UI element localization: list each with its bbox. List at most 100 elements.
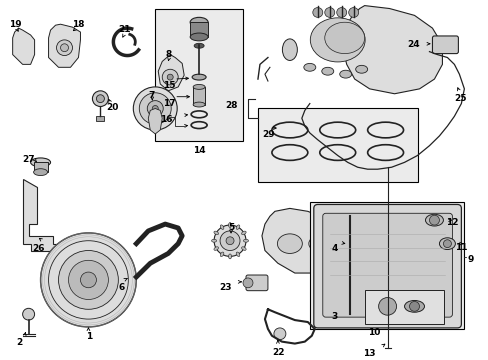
Ellipse shape xyxy=(214,231,218,235)
Bar xyxy=(190,22,208,37)
Circle shape xyxy=(312,8,322,17)
Text: 10: 10 xyxy=(367,328,379,337)
Text: 25: 25 xyxy=(453,94,466,103)
Ellipse shape xyxy=(193,85,204,89)
Ellipse shape xyxy=(303,63,315,71)
Circle shape xyxy=(336,8,346,17)
Bar xyxy=(309,202,464,329)
Polygon shape xyxy=(13,28,35,64)
Ellipse shape xyxy=(241,231,245,235)
Circle shape xyxy=(133,87,177,130)
FancyBboxPatch shape xyxy=(322,213,451,317)
Bar xyxy=(96,116,104,121)
Text: 14: 14 xyxy=(192,146,205,155)
Polygon shape xyxy=(148,108,162,134)
Circle shape xyxy=(243,278,252,288)
Polygon shape xyxy=(22,179,61,251)
Text: 11: 11 xyxy=(454,243,467,252)
Text: 4: 4 xyxy=(331,244,337,253)
Text: 3: 3 xyxy=(331,312,337,321)
Text: 15: 15 xyxy=(163,81,175,90)
Polygon shape xyxy=(262,208,341,273)
Circle shape xyxy=(408,301,419,311)
Circle shape xyxy=(139,93,171,124)
Text: 1: 1 xyxy=(86,332,93,341)
Circle shape xyxy=(225,237,234,245)
Text: 8: 8 xyxy=(165,50,171,59)
Text: 2: 2 xyxy=(17,338,23,347)
Circle shape xyxy=(92,91,108,107)
Ellipse shape xyxy=(220,252,224,257)
Circle shape xyxy=(147,101,163,116)
Text: 5: 5 xyxy=(227,223,234,232)
Ellipse shape xyxy=(214,247,218,250)
Circle shape xyxy=(152,105,158,111)
Ellipse shape xyxy=(194,43,203,48)
Ellipse shape xyxy=(220,225,224,229)
Ellipse shape xyxy=(310,18,365,62)
Circle shape xyxy=(428,215,439,225)
Text: 7: 7 xyxy=(148,91,154,100)
Text: 26: 26 xyxy=(33,244,45,253)
Bar xyxy=(155,9,243,141)
Text: 21: 21 xyxy=(118,25,131,34)
Polygon shape xyxy=(158,55,184,91)
Bar xyxy=(193,87,204,104)
Circle shape xyxy=(41,233,136,327)
Bar xyxy=(34,162,47,172)
Circle shape xyxy=(324,8,334,17)
Text: 13: 13 xyxy=(363,350,375,359)
Circle shape xyxy=(22,308,35,320)
Circle shape xyxy=(273,328,285,340)
Circle shape xyxy=(348,8,358,17)
Text: 17: 17 xyxy=(163,99,176,108)
Ellipse shape xyxy=(439,238,454,249)
Ellipse shape xyxy=(236,225,239,229)
Ellipse shape xyxy=(321,67,333,75)
Text: 22: 22 xyxy=(271,347,284,356)
Ellipse shape xyxy=(308,236,326,251)
Ellipse shape xyxy=(236,252,239,257)
Text: 19: 19 xyxy=(9,20,21,29)
Ellipse shape xyxy=(190,17,208,27)
Ellipse shape xyxy=(34,169,47,176)
Circle shape xyxy=(378,298,396,315)
Circle shape xyxy=(96,95,104,103)
Circle shape xyxy=(443,240,450,248)
Text: 27: 27 xyxy=(22,154,35,163)
FancyBboxPatch shape xyxy=(313,204,461,328)
Text: 28: 28 xyxy=(225,101,238,110)
Ellipse shape xyxy=(339,70,351,78)
Circle shape xyxy=(81,272,96,288)
Circle shape xyxy=(61,44,68,51)
Ellipse shape xyxy=(228,254,231,259)
Text: 9: 9 xyxy=(467,255,473,264)
Circle shape xyxy=(167,74,173,80)
Text: 12: 12 xyxy=(446,218,458,227)
Text: 29: 29 xyxy=(262,130,274,139)
Ellipse shape xyxy=(425,214,443,226)
Ellipse shape xyxy=(190,33,208,41)
Ellipse shape xyxy=(355,66,367,73)
Ellipse shape xyxy=(31,158,50,167)
Text: 16: 16 xyxy=(160,115,172,124)
Ellipse shape xyxy=(243,239,248,242)
Ellipse shape xyxy=(192,74,205,80)
Circle shape xyxy=(162,69,178,85)
Text: 18: 18 xyxy=(72,20,85,29)
Circle shape xyxy=(57,40,72,55)
Polygon shape xyxy=(48,24,81,67)
Circle shape xyxy=(220,231,240,251)
Bar xyxy=(364,290,444,324)
Ellipse shape xyxy=(277,234,302,253)
FancyBboxPatch shape xyxy=(245,275,267,291)
Circle shape xyxy=(214,225,245,256)
Ellipse shape xyxy=(282,39,297,60)
Ellipse shape xyxy=(404,301,424,312)
Ellipse shape xyxy=(211,239,216,242)
Text: 24: 24 xyxy=(406,40,419,49)
Ellipse shape xyxy=(228,222,231,228)
Ellipse shape xyxy=(324,22,364,54)
Text: 20: 20 xyxy=(106,103,119,112)
Text: 6: 6 xyxy=(118,283,124,292)
